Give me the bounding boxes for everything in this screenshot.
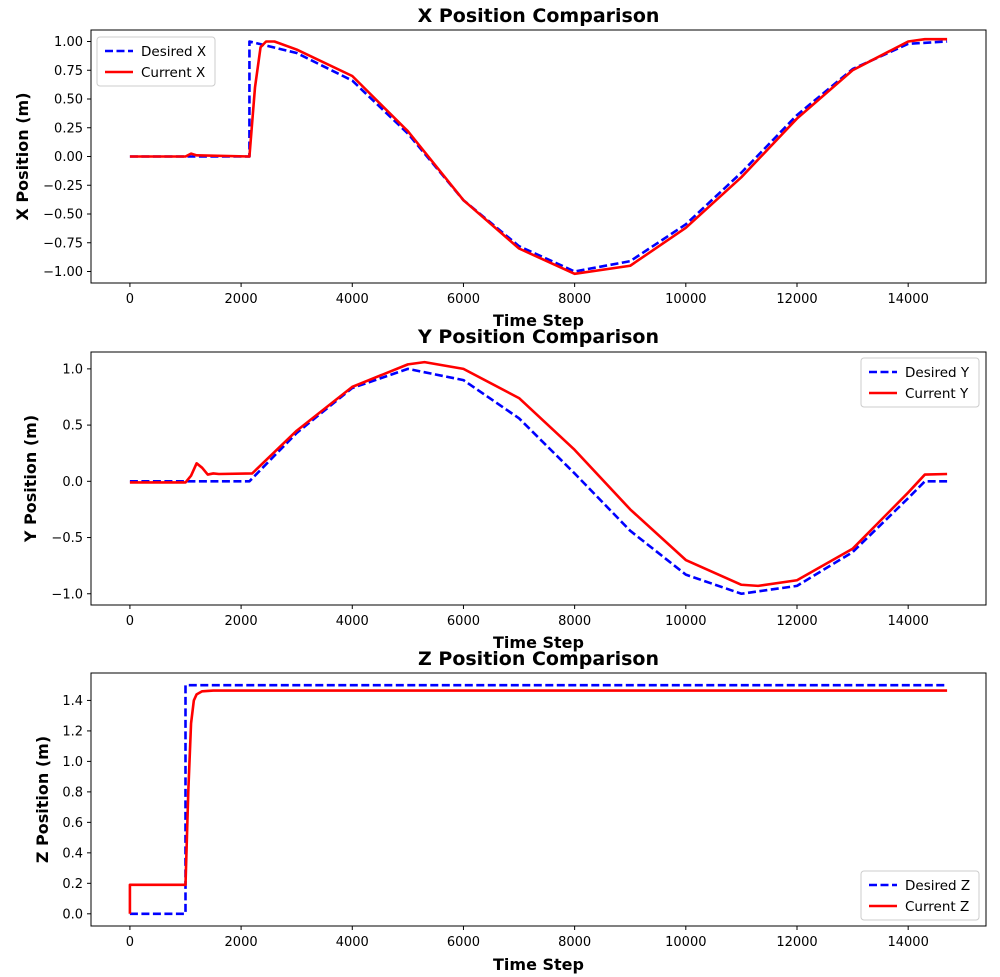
x-tick-label: 4000 — [336, 935, 369, 950]
x-tick-label: 14000 — [887, 935, 928, 950]
chart-title: Z Position Comparison — [418, 648, 659, 670]
legend: Desired Z Current Z — [860, 870, 980, 921]
legend: Desired X Current X — [96, 36, 216, 87]
y-tick-label: 0.0 — [62, 907, 83, 922]
legend-box — [860, 357, 980, 408]
y-tick-label: −0.25 — [43, 179, 83, 194]
x-axis-title: Time Step — [493, 633, 584, 652]
legend-label: Desired Y — [905, 365, 970, 381]
x-tick-label: 12000 — [776, 292, 817, 307]
y-tick-label: 1.0 — [62, 755, 83, 770]
x-axis-title: Time Step — [493, 311, 584, 330]
legend-box — [96, 36, 216, 87]
y-tick-label: 0.2 — [62, 877, 83, 892]
legend-label: Desired Z — [905, 878, 970, 894]
legend-box — [860, 870, 980, 921]
x-tick-label: 2000 — [225, 935, 258, 950]
x-tick-label: 6000 — [447, 614, 480, 629]
x-tick-label: 0 — [126, 935, 134, 950]
x-tick-label: 8000 — [558, 292, 591, 307]
y-tick-label: −1.00 — [43, 265, 83, 280]
y-tick-label: 1.0 — [62, 362, 83, 377]
x-tick-label: 6000 — [447, 935, 480, 950]
legend-label: Current Y — [905, 386, 969, 402]
legend-label: Desired X — [141, 44, 206, 60]
plot-frame — [90, 672, 987, 927]
chart-title: X Position Comparison — [418, 5, 660, 27]
legend: Desired Y Current Y — [860, 357, 980, 408]
chart-panel-2: Y Position Comparison 0 2000 4000 6000 8000 10… — [21, 326, 987, 652]
x-tick-label: 4000 — [336, 614, 369, 629]
x-tick-label: 2000 — [225, 292, 258, 307]
x-tick-label: 4000 — [336, 292, 369, 307]
series-line-desired-x — [129, 40, 948, 273]
y-tick-label: 0.8 — [62, 785, 83, 800]
y-tick-label: 0.00 — [54, 150, 83, 165]
y-axis-title: Y Position (m) — [21, 415, 40, 543]
plot-frame — [90, 351, 987, 606]
x-tick-label: 8000 — [558, 614, 591, 629]
y-tick-label: 0.5 — [62, 419, 83, 434]
chart-panel-3: Z Position Comparison 0 2000 4000 6000 8000 10… — [33, 648, 987, 974]
x-axis-title: Time Step — [493, 955, 584, 974]
x-tick-label: 14000 — [887, 292, 928, 307]
x-tick-label: 10000 — [665, 292, 706, 307]
x-tick-label: 10000 — [665, 935, 706, 950]
series-line-desired-y — [129, 367, 948, 596]
x-tick-label: 0 — [126, 292, 134, 307]
x-tick-label: 6000 — [447, 292, 480, 307]
y-tick-label: 0.50 — [54, 93, 83, 108]
y-tick-label: 0.4 — [62, 846, 83, 861]
x-tick-label: 12000 — [776, 935, 817, 950]
y-tick-label: 1.4 — [62, 694, 83, 709]
x-tick-label: 0 — [126, 614, 134, 629]
x-tick-label: 12000 — [776, 614, 817, 629]
x-tick-label: 14000 — [887, 614, 928, 629]
y-tick-label: −1.0 — [51, 587, 83, 602]
y-tick-label: −0.50 — [43, 208, 83, 223]
y-tick-label: 1.00 — [54, 35, 83, 50]
series-line-current-z — [128, 689, 948, 914]
legend-label: Current Z — [905, 899, 969, 915]
y-tick-label: 0.25 — [54, 121, 83, 136]
chart-panel-1: X Position Comparison 0 2000 4000 6000 8000 10… — [13, 5, 987, 330]
x-tick-label: 2000 — [225, 614, 258, 629]
y-tick-label: 0.75 — [54, 64, 83, 79]
y-tick-label: 0.0 — [62, 475, 83, 490]
series-line-current-x — [129, 37, 948, 276]
x-tick-label: 8000 — [558, 935, 591, 950]
series-line-desired-z — [129, 683, 948, 916]
y-tick-label: 1.2 — [62, 724, 83, 739]
legend-label: Current X — [141, 65, 205, 81]
y-axis-title: X Position (m) — [13, 92, 32, 220]
series-line-current-y — [129, 360, 948, 588]
y-tick-label: −0.5 — [51, 531, 83, 546]
x-tick-label: 10000 — [665, 614, 706, 629]
chart-title: Y Position Comparison — [417, 326, 659, 348]
y-tick-label: 0.6 — [62, 816, 83, 831]
y-axis-title: Z Position (m) — [33, 736, 52, 863]
y-tick-label: −0.75 — [43, 236, 83, 251]
